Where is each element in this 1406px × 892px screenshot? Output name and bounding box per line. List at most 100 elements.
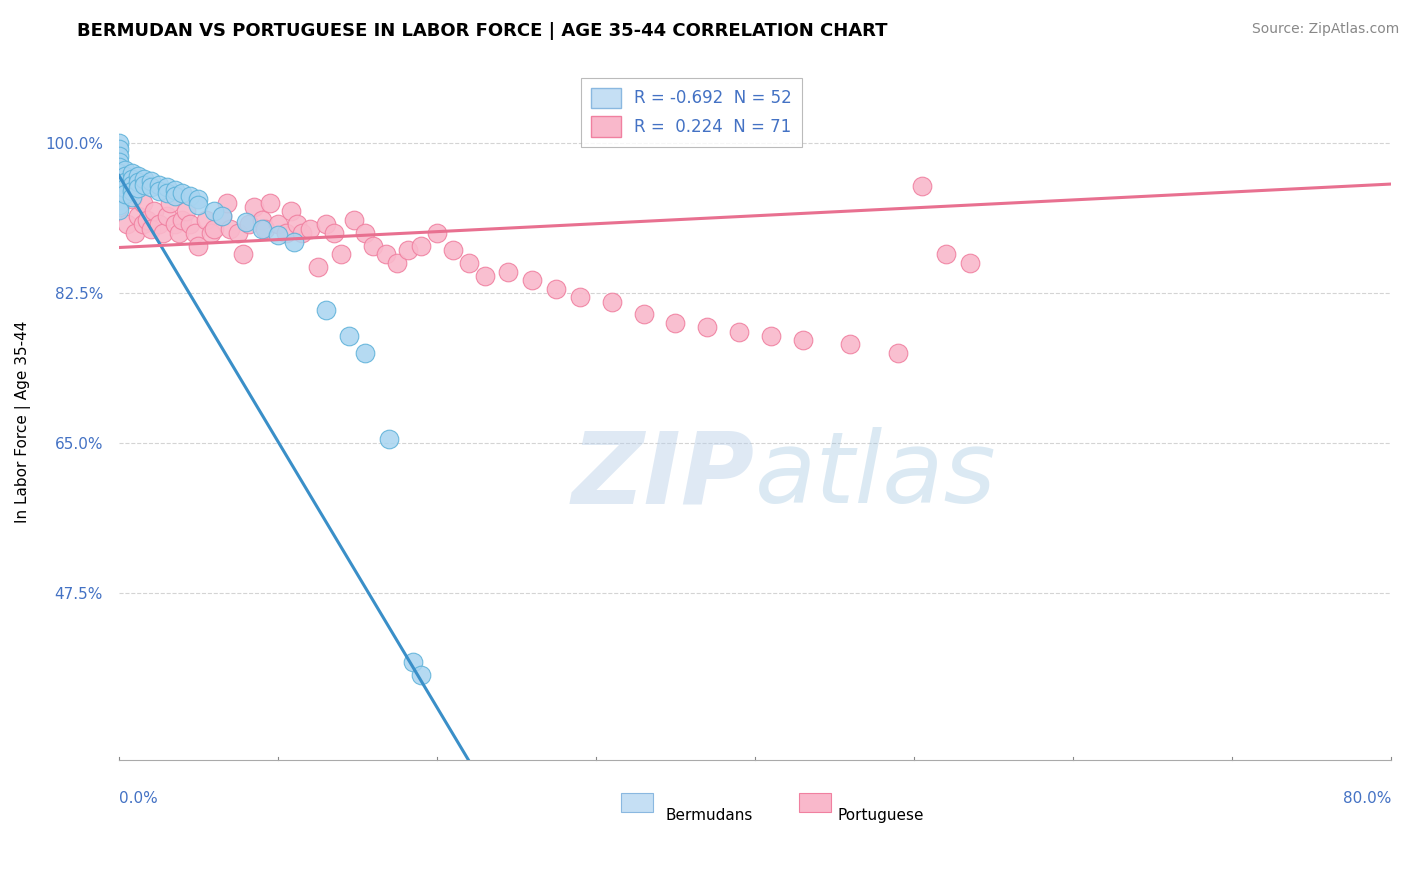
Point bbox=[200, 226, 222, 240]
Point bbox=[169, 226, 191, 240]
Point bbox=[569, 290, 592, 304]
Point bbox=[283, 235, 305, 249]
Point bbox=[215, 195, 238, 210]
Point bbox=[211, 209, 233, 223]
Point bbox=[522, 273, 544, 287]
Legend: R = -0.692  N = 52, R =  0.224  N = 71: R = -0.692 N = 52, R = 0.224 N = 71 bbox=[581, 78, 801, 146]
Point bbox=[343, 213, 366, 227]
Point bbox=[127, 175, 149, 189]
Point bbox=[134, 172, 156, 186]
Text: atlas: atlas bbox=[755, 427, 997, 524]
Point bbox=[139, 221, 162, 235]
Point bbox=[664, 316, 686, 330]
Point bbox=[108, 177, 131, 191]
Point bbox=[375, 247, 398, 261]
Point bbox=[254, 221, 277, 235]
Point bbox=[108, 187, 131, 202]
Point bbox=[108, 136, 131, 150]
Point bbox=[108, 202, 131, 217]
Point bbox=[959, 256, 981, 270]
Point bbox=[108, 160, 131, 174]
Point bbox=[235, 215, 257, 229]
Point bbox=[114, 181, 136, 195]
Point bbox=[232, 247, 254, 261]
Point bbox=[108, 142, 131, 156]
Point bbox=[267, 218, 290, 232]
Point bbox=[385, 256, 408, 270]
Point bbox=[139, 174, 162, 188]
Point bbox=[238, 218, 260, 232]
Point bbox=[728, 325, 751, 339]
Point bbox=[155, 209, 177, 223]
Point bbox=[184, 226, 207, 240]
Point bbox=[298, 221, 321, 235]
Point bbox=[187, 192, 209, 206]
Point bbox=[498, 264, 520, 278]
Point bbox=[148, 178, 170, 192]
Point bbox=[108, 182, 131, 196]
Point bbox=[887, 346, 910, 360]
Point bbox=[339, 329, 361, 343]
Point bbox=[402, 655, 425, 669]
Point bbox=[315, 303, 337, 318]
Point bbox=[457, 256, 479, 270]
Point bbox=[839, 337, 862, 351]
Point bbox=[148, 184, 170, 198]
Point bbox=[354, 226, 377, 240]
Point bbox=[935, 247, 957, 261]
Point bbox=[121, 190, 143, 204]
Point bbox=[121, 192, 143, 206]
Point bbox=[174, 204, 197, 219]
Point bbox=[136, 213, 159, 227]
Point bbox=[696, 320, 718, 334]
Point bbox=[274, 226, 297, 240]
Point bbox=[243, 200, 266, 214]
Point bbox=[474, 268, 496, 283]
Point bbox=[179, 218, 201, 232]
Point bbox=[250, 213, 273, 227]
Point bbox=[108, 172, 131, 186]
Point bbox=[354, 346, 377, 360]
FancyBboxPatch shape bbox=[621, 793, 654, 812]
Point bbox=[378, 432, 401, 446]
Point bbox=[134, 178, 156, 192]
Point bbox=[127, 169, 149, 184]
Point bbox=[285, 218, 308, 232]
Text: ZIP: ZIP bbox=[572, 427, 755, 524]
Point bbox=[115, 218, 138, 232]
Point bbox=[148, 218, 170, 232]
Point bbox=[114, 187, 136, 202]
Point bbox=[114, 163, 136, 178]
Point bbox=[152, 226, 174, 240]
Point bbox=[179, 189, 201, 203]
Point bbox=[911, 178, 934, 193]
Point bbox=[361, 239, 384, 253]
Point bbox=[159, 195, 181, 210]
Text: BERMUDAN VS PORTUGUESE IN LABOR FORCE | AGE 35-44 CORRELATION CHART: BERMUDAN VS PORTUGUESE IN LABOR FORCE | … bbox=[77, 22, 887, 40]
Point bbox=[195, 213, 218, 227]
Point bbox=[108, 149, 131, 163]
Point bbox=[202, 203, 225, 218]
Point bbox=[163, 183, 186, 197]
Point bbox=[132, 218, 155, 232]
Point bbox=[124, 226, 146, 240]
Point bbox=[121, 184, 143, 198]
Point bbox=[426, 226, 449, 240]
Point bbox=[121, 178, 143, 192]
Text: Source: ZipAtlas.com: Source: ZipAtlas.com bbox=[1251, 22, 1399, 37]
Point bbox=[163, 218, 186, 232]
Point bbox=[139, 180, 162, 194]
Point bbox=[108, 200, 131, 214]
Point bbox=[409, 667, 432, 681]
Point bbox=[307, 260, 329, 275]
Point bbox=[267, 227, 290, 242]
Point bbox=[546, 282, 568, 296]
Text: 80.0%: 80.0% bbox=[1343, 791, 1391, 805]
Point bbox=[172, 186, 194, 201]
Point bbox=[114, 169, 136, 184]
Text: 0.0%: 0.0% bbox=[120, 791, 157, 805]
Point bbox=[108, 166, 131, 180]
Point bbox=[108, 197, 131, 211]
Point bbox=[409, 239, 432, 253]
Point bbox=[250, 221, 273, 235]
